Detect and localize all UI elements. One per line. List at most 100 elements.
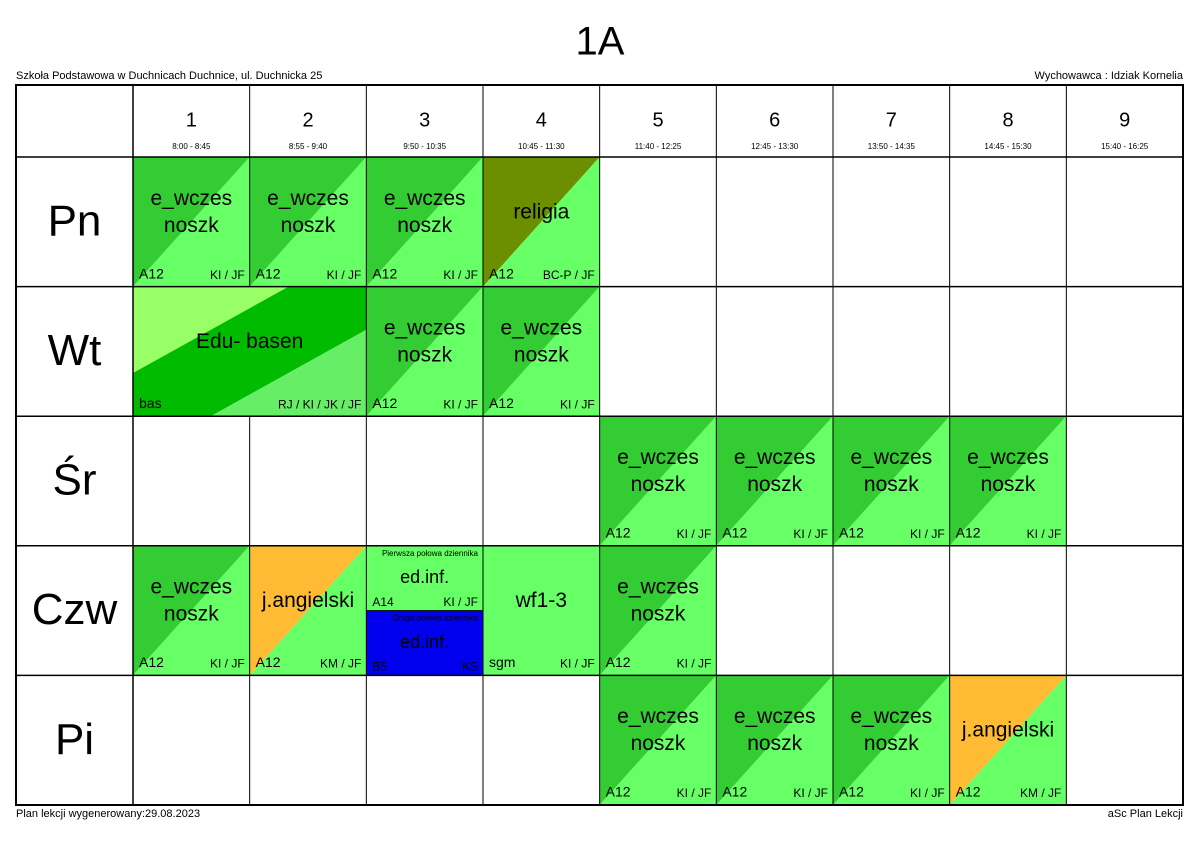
lesson-subject: e_wczes bbox=[617, 446, 699, 469]
lesson-background bbox=[483, 286, 600, 417]
lesson-subject: Edu- basen bbox=[196, 330, 303, 353]
lesson-background bbox=[249, 545, 367, 676]
lesson-background bbox=[366, 610, 483, 676]
lesson-background bbox=[599, 545, 717, 676]
period-time: 12:45 - 13:30 bbox=[751, 142, 799, 151]
lesson-subject: noszk bbox=[281, 214, 336, 237]
lesson-subject: ed.inf. bbox=[400, 632, 449, 652]
lesson-room: A12 bbox=[372, 265, 397, 281]
period-number: 2 bbox=[302, 109, 313, 131]
lesson-background bbox=[949, 675, 1067, 805]
period-time: 8:00 - 8:45 bbox=[172, 142, 211, 151]
lesson-background bbox=[833, 416, 950, 546]
lesson-background bbox=[599, 675, 717, 805]
period-time: 10:45 - 11:30 bbox=[518, 142, 565, 151]
lesson-subject: noszk bbox=[397, 214, 452, 237]
footer-right: aSc Plan Lekcji bbox=[1108, 808, 1183, 820]
lesson-background bbox=[483, 545, 600, 676]
lesson-room: A12 bbox=[956, 784, 981, 800]
lesson-teachers: KI / JF bbox=[1027, 527, 1062, 541]
lesson-subject: e_wczes bbox=[967, 446, 1049, 469]
lesson-background bbox=[133, 157, 250, 287]
lesson-room: A12 bbox=[606, 525, 631, 541]
lesson-room: A12 bbox=[256, 654, 281, 670]
lesson-background bbox=[833, 416, 950, 546]
lesson-subject: noszk bbox=[631, 732, 686, 755]
period-time: 14:45 - 15:30 bbox=[984, 142, 1032, 151]
lesson-background bbox=[366, 286, 483, 417]
lesson-teachers: KI / JF bbox=[677, 786, 712, 800]
period-time: 9:50 - 10:35 bbox=[403, 142, 446, 151]
lesson-subject: noszk bbox=[631, 473, 686, 496]
lesson-subject: e_wczes bbox=[150, 576, 232, 599]
lesson-teachers: KI / JF bbox=[443, 595, 478, 609]
lesson-background bbox=[483, 157, 600, 287]
lesson-room: A12 bbox=[606, 784, 631, 800]
lesson-teachers: KI / JF bbox=[677, 527, 712, 541]
lesson-room: A12 bbox=[139, 654, 164, 670]
lesson-subject: noszk bbox=[164, 603, 219, 626]
lesson-room: A12 bbox=[606, 654, 631, 670]
lesson-room: A12 bbox=[839, 784, 864, 800]
lesson-room: A14 bbox=[372, 595, 394, 609]
lesson-room: A12 bbox=[956, 525, 981, 541]
lesson-room: bas bbox=[139, 395, 162, 411]
table-border bbox=[15, 84, 1184, 806]
lesson-background bbox=[210, 329, 367, 417]
lesson-teachers: KI / JF bbox=[793, 786, 828, 800]
lesson-background bbox=[366, 545, 483, 611]
lesson-background bbox=[716, 675, 833, 805]
day-name: Wt bbox=[48, 326, 102, 375]
lesson-background bbox=[133, 286, 367, 417]
lesson-subject: e_wczes bbox=[267, 187, 349, 210]
lesson-teachers: KI / JF bbox=[210, 657, 245, 671]
lesson-subject: noszk bbox=[864, 732, 919, 755]
lesson-room: A12 bbox=[722, 784, 747, 800]
lesson-background bbox=[366, 286, 483, 417]
period-number: 4 bbox=[536, 109, 547, 131]
lesson-subject: j.angielski bbox=[961, 719, 1054, 742]
period-number: 6 bbox=[769, 109, 780, 131]
period-time: 8:55 - 9:40 bbox=[289, 142, 328, 151]
teacher: Wychowawca : Idziak Kornelia bbox=[1035, 70, 1184, 82]
period-number: 1 bbox=[186, 109, 197, 131]
lesson-background bbox=[949, 416, 1067, 546]
lesson-subject: e_wczes bbox=[384, 316, 466, 339]
day-name: Śr bbox=[53, 454, 97, 505]
lesson-background bbox=[133, 286, 289, 373]
lesson-subject: noszk bbox=[747, 473, 802, 496]
lesson-background bbox=[716, 416, 833, 546]
period-number: 5 bbox=[652, 109, 663, 131]
lesson-teachers: KI / JF bbox=[793, 527, 828, 541]
lesson-subject: j.angielski bbox=[261, 589, 354, 612]
lesson-teachers: KI / JF bbox=[560, 657, 595, 671]
lesson-teachers: KI / JF bbox=[443, 397, 478, 411]
lesson-subject: e_wczes bbox=[850, 705, 932, 728]
lesson-teachers: KI / JF bbox=[560, 397, 595, 411]
lesson-note: Pierwsza połowa dziennika bbox=[382, 549, 479, 558]
lesson-subject: e_wczes bbox=[500, 316, 582, 339]
lesson-background bbox=[483, 286, 600, 417]
lesson-background bbox=[949, 416, 1067, 546]
lesson-subject: e_wczes bbox=[850, 446, 932, 469]
lesson-subject: noszk bbox=[514, 343, 569, 366]
lesson-subject: noszk bbox=[864, 473, 919, 496]
lesson-background bbox=[133, 545, 250, 676]
lesson-background bbox=[249, 545, 367, 676]
lesson-teachers: KM / JF bbox=[1020, 786, 1061, 800]
lesson-teachers: KI / JF bbox=[210, 268, 245, 282]
lesson-room: A12 bbox=[489, 265, 514, 281]
lesson-background bbox=[249, 157, 367, 287]
lesson-room: A12 bbox=[372, 395, 397, 411]
lesson-room: sgm bbox=[489, 654, 515, 670]
lesson-subject: ed.inf. bbox=[400, 567, 449, 587]
lesson-background bbox=[249, 157, 367, 287]
lesson-subject: noszk bbox=[164, 214, 219, 237]
lesson-subject: wf1-3 bbox=[515, 589, 567, 612]
lesson-background bbox=[716, 416, 833, 546]
lesson-teachers: KI / JF bbox=[327, 268, 362, 282]
lesson-teachers: KI / JF bbox=[677, 657, 712, 671]
period-number: 3 bbox=[419, 109, 430, 131]
